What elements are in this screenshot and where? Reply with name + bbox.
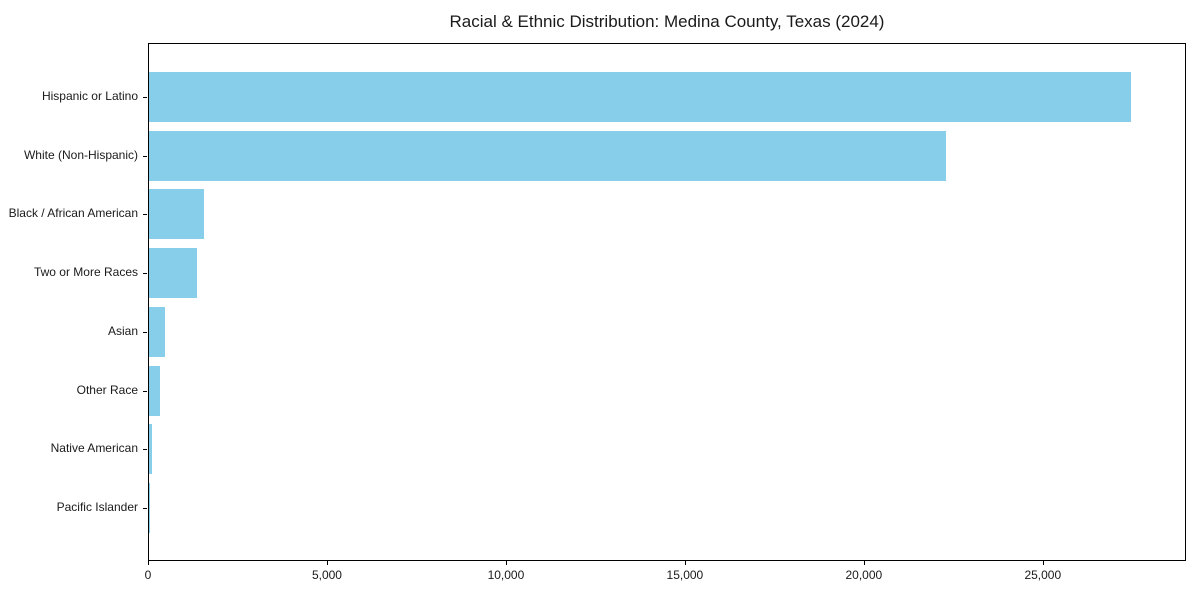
y-tick-mark	[143, 214, 147, 216]
x-axis-label: 25,000	[1024, 568, 1062, 582]
chart-title: Racial & Ethnic Distribution: Medina Cou…	[449, 12, 885, 31]
y-tick-mark	[143, 508, 147, 509]
y-axis-label: Two or More Races	[33, 265, 138, 280]
x-axis-label: 5,000	[311, 568, 342, 582]
y-tick-mark	[143, 331, 147, 333]
y-axis-label: Asian	[107, 323, 138, 338]
bar-pacific-islander	[149, 483, 150, 533]
y-tick-mark	[143, 97, 147, 98]
x-tick-mark	[326, 561, 328, 565]
x-tick-mark	[1042, 561, 1044, 565]
y-tick-mark	[143, 273, 147, 275]
y-tick-mark	[143, 449, 147, 451]
x-axis-label: 15,000	[666, 568, 704, 582]
x-axis-label: 20,000	[845, 568, 883, 582]
bar-black-african-american	[149, 189, 204, 240]
y-axis-label: White (Non-Hispanic)	[23, 147, 138, 162]
bar-hispanic-or-latino	[149, 72, 1132, 122]
bar-native-american	[149, 424, 152, 475]
bar-other-race	[149, 365, 161, 416]
plot-area	[148, 43, 1186, 561]
x-axis-label: 0	[144, 568, 152, 582]
y-axis-label: Hispanic or Latino	[41, 89, 138, 103]
y-tick-mark	[143, 155, 147, 157]
y-axis-label: Native American	[50, 441, 138, 456]
x-axis-label: 10,000	[487, 568, 525, 582]
x-tick-mark	[148, 561, 149, 565]
y-axis-label: Black / African American	[8, 206, 138, 221]
bar-white-non-hispanic	[149, 130, 946, 181]
bar-asian	[149, 306, 166, 357]
y-axis-label: Pacific Islander	[56, 500, 138, 514]
x-tick-mark	[863, 561, 865, 565]
y-axis-label: Other Race	[76, 382, 138, 397]
x-tick-mark	[505, 561, 507, 565]
x-tick-mark	[684, 561, 686, 565]
y-tick-mark	[143, 390, 147, 392]
bar-two-or-more-races	[149, 248, 197, 299]
